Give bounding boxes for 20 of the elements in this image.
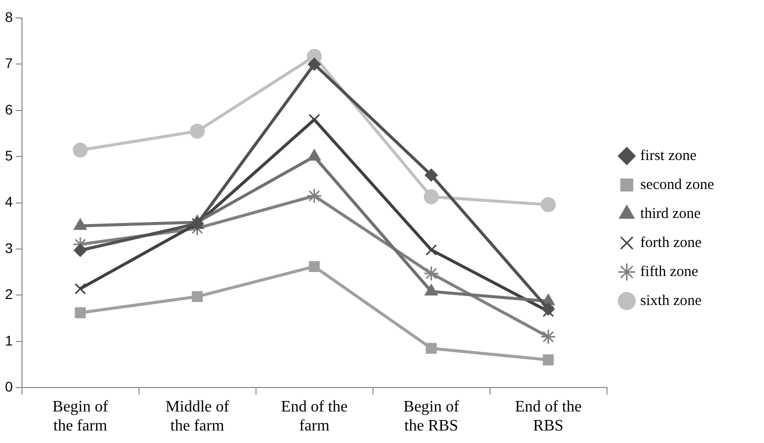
- legend-label: fifth zone: [640, 264, 699, 280]
- x-tick-label: Begin of the RBS: [404, 398, 460, 435]
- legend-label: forth zone: [640, 234, 702, 251]
- y-tick-label: 6: [4, 101, 13, 118]
- y-tick-label: 5: [4, 147, 13, 164]
- y-tick-label: 2: [4, 286, 13, 302]
- legend-label: third zone: [640, 206, 702, 222]
- x-tick-label: Begin of the farm: [52, 398, 109, 435]
- y-tick-label: 4: [4, 194, 13, 210]
- legend-label: first zone: [640, 148, 697, 164]
- y-tick-label: 3: [4, 240, 13, 256]
- x-tick-label: End of the farm: [280, 398, 348, 435]
- legend-label: sixth zone: [640, 292, 702, 309]
- y-tick-label: 7: [4, 55, 13, 72]
- legend-label: second zone: [640, 176, 714, 193]
- y-tick-label: 8: [4, 8, 13, 25]
- y-tick-label: 1: [4, 332, 13, 348]
- y-tick-label: 0: [4, 378, 13, 394]
- x-tick-label: End of the RBS: [514, 398, 582, 435]
- x-tick-label: Middle of the farm: [166, 398, 230, 435]
